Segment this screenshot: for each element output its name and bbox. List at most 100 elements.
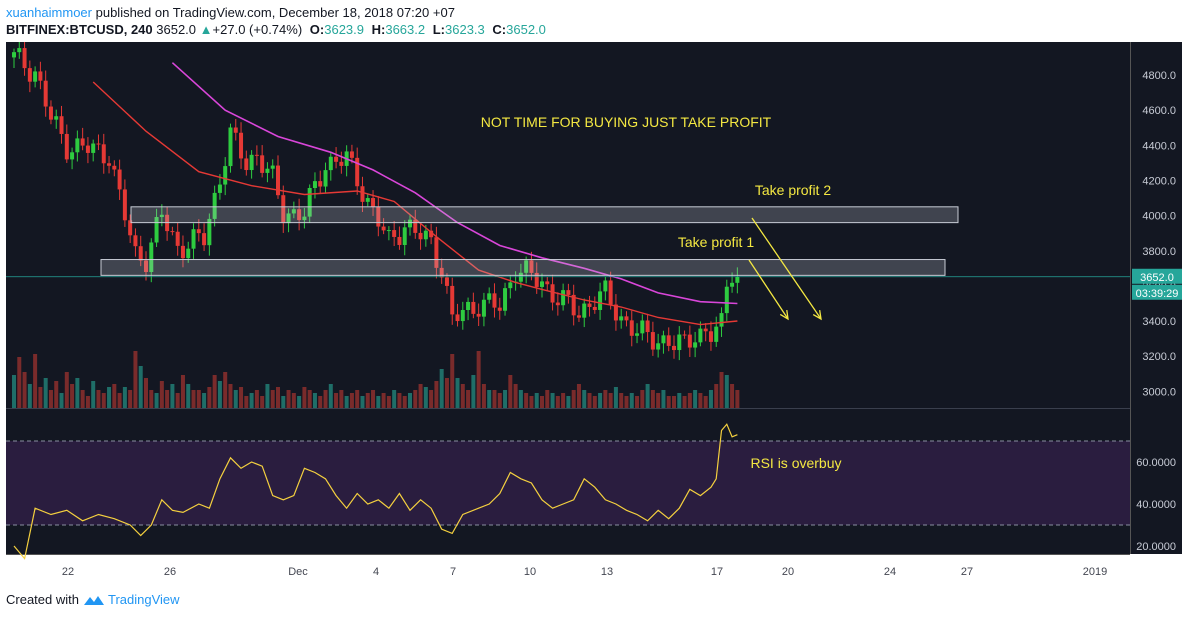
candle-body <box>212 192 217 219</box>
candle-body <box>85 145 90 153</box>
author-link[interactable]: xuanhaimmoer <box>6 5 92 20</box>
volume-bar <box>402 396 407 408</box>
created-with-text: Created with <box>6 592 79 607</box>
publish-line: xuanhaimmoer published on TradingView.co… <box>6 4 1182 21</box>
volume-bar <box>175 393 180 408</box>
volume-bar <box>302 387 307 408</box>
candle-body <box>217 184 222 193</box>
candle-body <box>434 237 439 268</box>
volume-bar <box>476 351 481 408</box>
candle-body <box>645 320 650 333</box>
volume-bar <box>492 390 497 408</box>
volume-bar <box>328 384 333 408</box>
volume-bar <box>693 390 698 408</box>
volume-bar <box>487 390 492 408</box>
candle-body <box>122 189 127 221</box>
candle-body <box>603 280 608 292</box>
candle-body <box>730 282 735 287</box>
price-tick-label: 4200.0 <box>1142 175 1176 187</box>
candle-body <box>629 320 634 336</box>
volume-bar <box>339 390 344 408</box>
candle-body <box>698 328 703 343</box>
volume-bar <box>22 372 27 408</box>
take-profit-2-arrow-head <box>812 310 822 321</box>
candle-body <box>418 232 423 240</box>
volume-bar <box>561 393 566 408</box>
candle-body <box>413 219 418 233</box>
candle-body <box>249 154 254 171</box>
candle-body <box>582 303 587 318</box>
candle-body <box>672 345 676 351</box>
volume-bar <box>730 384 735 408</box>
volume-bar <box>228 384 233 408</box>
candle-body <box>38 71 43 81</box>
volume-bar <box>54 381 59 408</box>
volume-bar <box>497 393 502 408</box>
candle-body <box>566 290 571 295</box>
candle-body <box>149 242 154 273</box>
tradingview-logo-icon <box>83 595 104 605</box>
candle-body <box>159 214 164 218</box>
volume-bar <box>513 384 518 408</box>
candle-body <box>487 293 492 300</box>
candle-body <box>624 316 629 321</box>
candle-body <box>96 143 101 145</box>
candle-body <box>561 290 566 306</box>
volume-bar <box>508 375 513 408</box>
price-chart[interactable]: 4800.04600.04400.04200.04000.03800.03600… <box>6 42 1182 582</box>
volume-bar <box>323 390 328 408</box>
volume-bar <box>640 390 645 408</box>
volume-bar <box>439 369 444 408</box>
candle-body <box>349 151 354 158</box>
volume-bar <box>582 390 587 408</box>
volume-bar <box>276 387 280 408</box>
volume-bar <box>101 393 106 408</box>
volume-bar <box>503 390 508 408</box>
volume-bar <box>481 384 486 408</box>
volume-bar <box>286 390 291 408</box>
volume-bar <box>672 396 676 408</box>
volume-bar <box>344 396 349 408</box>
candle-body <box>355 157 360 187</box>
candle-body <box>497 307 502 311</box>
volume-bar <box>33 354 38 408</box>
volume-bar <box>698 393 703 408</box>
candle-body <box>360 186 365 202</box>
volume-bar <box>629 393 634 408</box>
volume-bar <box>191 390 196 408</box>
candle-body <box>682 334 687 336</box>
volume-bar <box>587 393 592 408</box>
candle-body <box>481 299 486 317</box>
volume-bar <box>334 393 339 408</box>
volume-bar <box>392 390 397 408</box>
candle-body <box>334 156 339 162</box>
high-value: 3663.2 <box>385 22 426 37</box>
candle-body <box>59 116 64 134</box>
volume-bar <box>149 390 154 408</box>
candle-body <box>270 165 275 169</box>
candle-body <box>571 294 576 316</box>
candle-body <box>545 281 550 285</box>
candle-body <box>508 282 513 289</box>
candle-body <box>180 245 185 259</box>
rsi-band <box>6 441 1130 525</box>
volume-bar <box>265 384 270 408</box>
candle-body <box>107 163 112 166</box>
volume-bar <box>312 393 317 408</box>
volume-bar <box>117 393 122 408</box>
time-tick-label: 4 <box>373 566 379 578</box>
candle-body <box>112 165 117 170</box>
change-arrow-icon: ▲ <box>199 22 213 37</box>
volume-bar <box>555 396 560 408</box>
volume-bar <box>254 390 259 408</box>
tradingview-brand[interactable]: TradingView <box>107 592 180 607</box>
price-tick-label: 4400.0 <box>1142 140 1176 152</box>
volume-bar <box>455 378 460 408</box>
candle-body <box>33 71 38 82</box>
candle-body <box>503 288 508 311</box>
candle-body <box>244 158 249 171</box>
volume-bar <box>365 393 370 408</box>
volume-bar <box>408 393 412 408</box>
time-tick-label: 22 <box>62 566 74 578</box>
volume-bar <box>291 393 296 408</box>
